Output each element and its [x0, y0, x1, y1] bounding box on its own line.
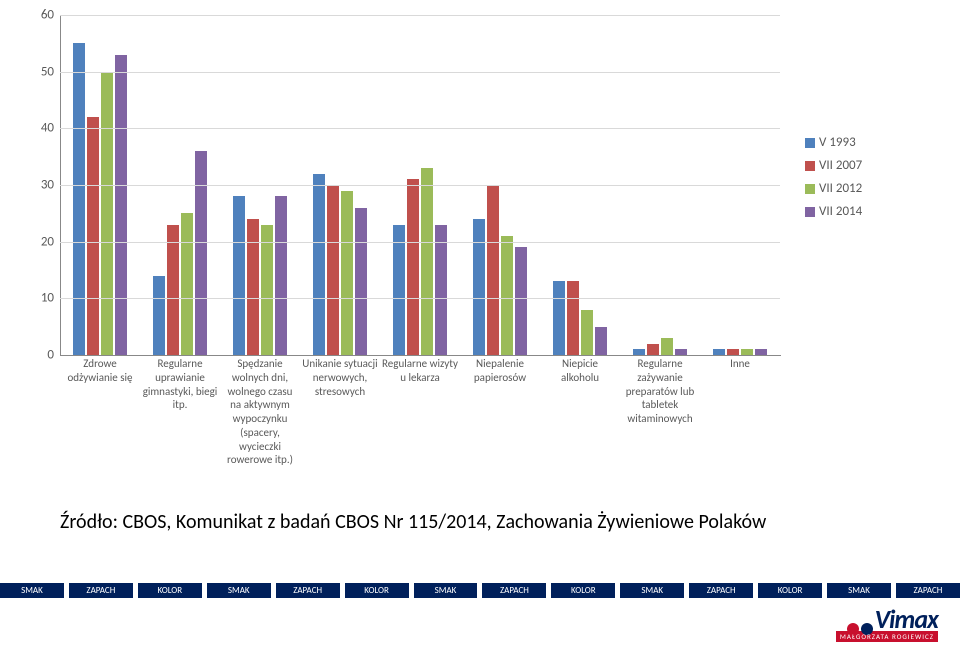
x-axis-label: Zdrowe odżywianie się	[60, 357, 140, 467]
bar	[195, 151, 207, 355]
footer-label: KOLOR	[138, 583, 207, 598]
bar	[487, 185, 499, 355]
bar	[181, 213, 193, 355]
bar	[553, 281, 565, 355]
legend-label: V 1993	[819, 135, 856, 150]
gridline	[60, 298, 780, 299]
bar	[355, 208, 367, 355]
footer-label: KOLOR	[758, 583, 827, 598]
bar	[341, 191, 353, 355]
y-tick-label: 30	[30, 178, 54, 193]
bar	[233, 196, 245, 355]
legend-label: VII 2012	[819, 181, 862, 196]
footer-label: SMAK	[620, 583, 689, 598]
bar	[327, 185, 339, 355]
gridline	[60, 15, 780, 16]
y-tick-label: 60	[30, 8, 54, 23]
x-axis-label: Niepicie alkoholu	[540, 357, 620, 467]
footer-bar: SMAKZAPACHKOLORSMAKZAPACHKOLORSMAKZAPACH…	[0, 583, 960, 598]
gridline	[60, 242, 780, 243]
bar	[421, 168, 433, 355]
bar	[501, 236, 513, 355]
bar	[73, 43, 85, 355]
legend-swatch-icon	[805, 138, 815, 148]
bar	[101, 72, 113, 355]
bar	[633, 349, 645, 355]
x-axis-label: Regularne uprawianie gimnastyki, biegi i…	[140, 357, 220, 467]
gridline	[60, 185, 780, 186]
bar	[275, 196, 287, 355]
bar	[647, 344, 659, 355]
legend-label: VII 2007	[819, 158, 862, 173]
bar	[515, 247, 527, 355]
x-axis-label: Inne	[700, 357, 780, 467]
logo-brand-text: Vimax	[875, 603, 938, 635]
gridline	[60, 128, 780, 129]
chart-container: Zdrowe odżywianie sięRegularne uprawiani…	[30, 5, 900, 485]
y-tick-label: 40	[30, 121, 54, 136]
legend-swatch-icon	[805, 184, 815, 194]
footer-label: SMAK	[207, 583, 276, 598]
y-tick-label: 20	[30, 234, 54, 249]
footer-label: KOLOR	[345, 583, 414, 598]
bar	[675, 349, 687, 355]
bar	[247, 219, 259, 355]
gridline	[60, 72, 780, 73]
bar	[407, 179, 419, 355]
y-tick-label: 50	[30, 64, 54, 79]
bar	[473, 219, 485, 355]
legend-item: VII 2007	[805, 158, 900, 173]
footer-label: ZAPACH	[896, 583, 960, 598]
legend-item: VII 2014	[805, 204, 900, 219]
legend-item: V 1993	[805, 135, 900, 150]
bar	[115, 55, 127, 355]
footer-label: ZAPACH	[276, 583, 345, 598]
bar	[87, 117, 99, 355]
x-axis-label: Regularne zażywanie preparatów lub table…	[620, 357, 700, 467]
bar	[741, 349, 753, 355]
bar	[661, 338, 673, 355]
bar	[713, 349, 725, 355]
brand-logo: Vimax MAŁGORZATA ROGIEWICZ	[836, 603, 938, 642]
legend: V 1993 VII 2007 VII 2012 VII 2014	[805, 135, 900, 227]
bar	[153, 276, 165, 355]
legend-swatch-icon	[805, 161, 815, 171]
footer-label: SMAK	[414, 583, 483, 598]
footer-label: SMAK	[827, 583, 896, 598]
footer-label: KOLOR	[551, 583, 620, 598]
legend-swatch-icon	[805, 207, 815, 217]
bar	[727, 349, 739, 355]
bar	[755, 349, 767, 355]
y-tick-label: 0	[30, 348, 54, 363]
bar	[567, 281, 579, 355]
bar	[261, 225, 273, 355]
x-axis-label: Regularne wizyty u lekarza	[380, 357, 460, 467]
y-tick-label: 10	[30, 291, 54, 306]
footer-label: ZAPACH	[689, 583, 758, 598]
bar	[167, 225, 179, 355]
legend-label: VII 2014	[819, 204, 862, 219]
bar	[595, 327, 607, 355]
x-axis-label: Unikanie sytuacji nerwowych, stresowych	[300, 357, 380, 467]
footer-label: ZAPACH	[482, 583, 551, 598]
x-axis-labels: Zdrowe odżywianie sięRegularne uprawiani…	[60, 357, 780, 467]
bar	[313, 174, 325, 355]
logo-subtitle: MAŁGORZATA ROGIEWICZ	[836, 631, 938, 642]
bar	[393, 225, 405, 355]
legend-item: VII 2012	[805, 181, 900, 196]
footer-label: ZAPACH	[69, 583, 138, 598]
x-axis-label: Spędzanie wolnych dni, wolnego czasu na …	[220, 357, 300, 467]
footer-label: SMAK	[0, 583, 69, 598]
source-citation: Źródło: CBOS, Komunikat z badań CBOS Nr …	[60, 510, 766, 534]
bar	[435, 225, 447, 355]
bar	[581, 310, 593, 355]
x-axis-label: Niepalenie papierosów	[460, 357, 540, 467]
